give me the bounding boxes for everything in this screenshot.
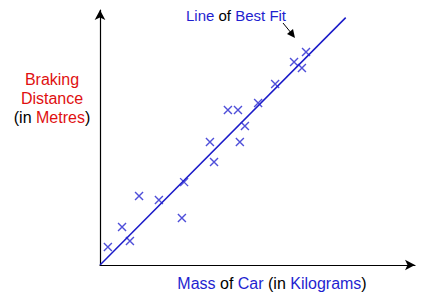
- svg-text:Braking: Braking: [25, 71, 79, 88]
- svg-text:Car: Car: [238, 275, 264, 292]
- svg-text:): ): [361, 275, 366, 292]
- svg-text:Mass: Mass: [177, 275, 215, 292]
- svg-text:Best: Best: [235, 7, 266, 24]
- svg-text:Distance: Distance: [21, 90, 83, 107]
- svg-text:of: of: [220, 275, 234, 292]
- svg-text:Line: Line: [186, 7, 214, 24]
- svg-text:Fit: Fit: [269, 7, 286, 24]
- svg-text:): ): [85, 109, 90, 126]
- svg-text:Metres: Metres: [36, 109, 85, 126]
- svg-text:in: in: [19, 109, 31, 126]
- svg-text:in: in: [273, 275, 285, 292]
- svg-text:Kilograms: Kilograms: [290, 275, 361, 292]
- svg-text:of: of: [219, 7, 232, 24]
